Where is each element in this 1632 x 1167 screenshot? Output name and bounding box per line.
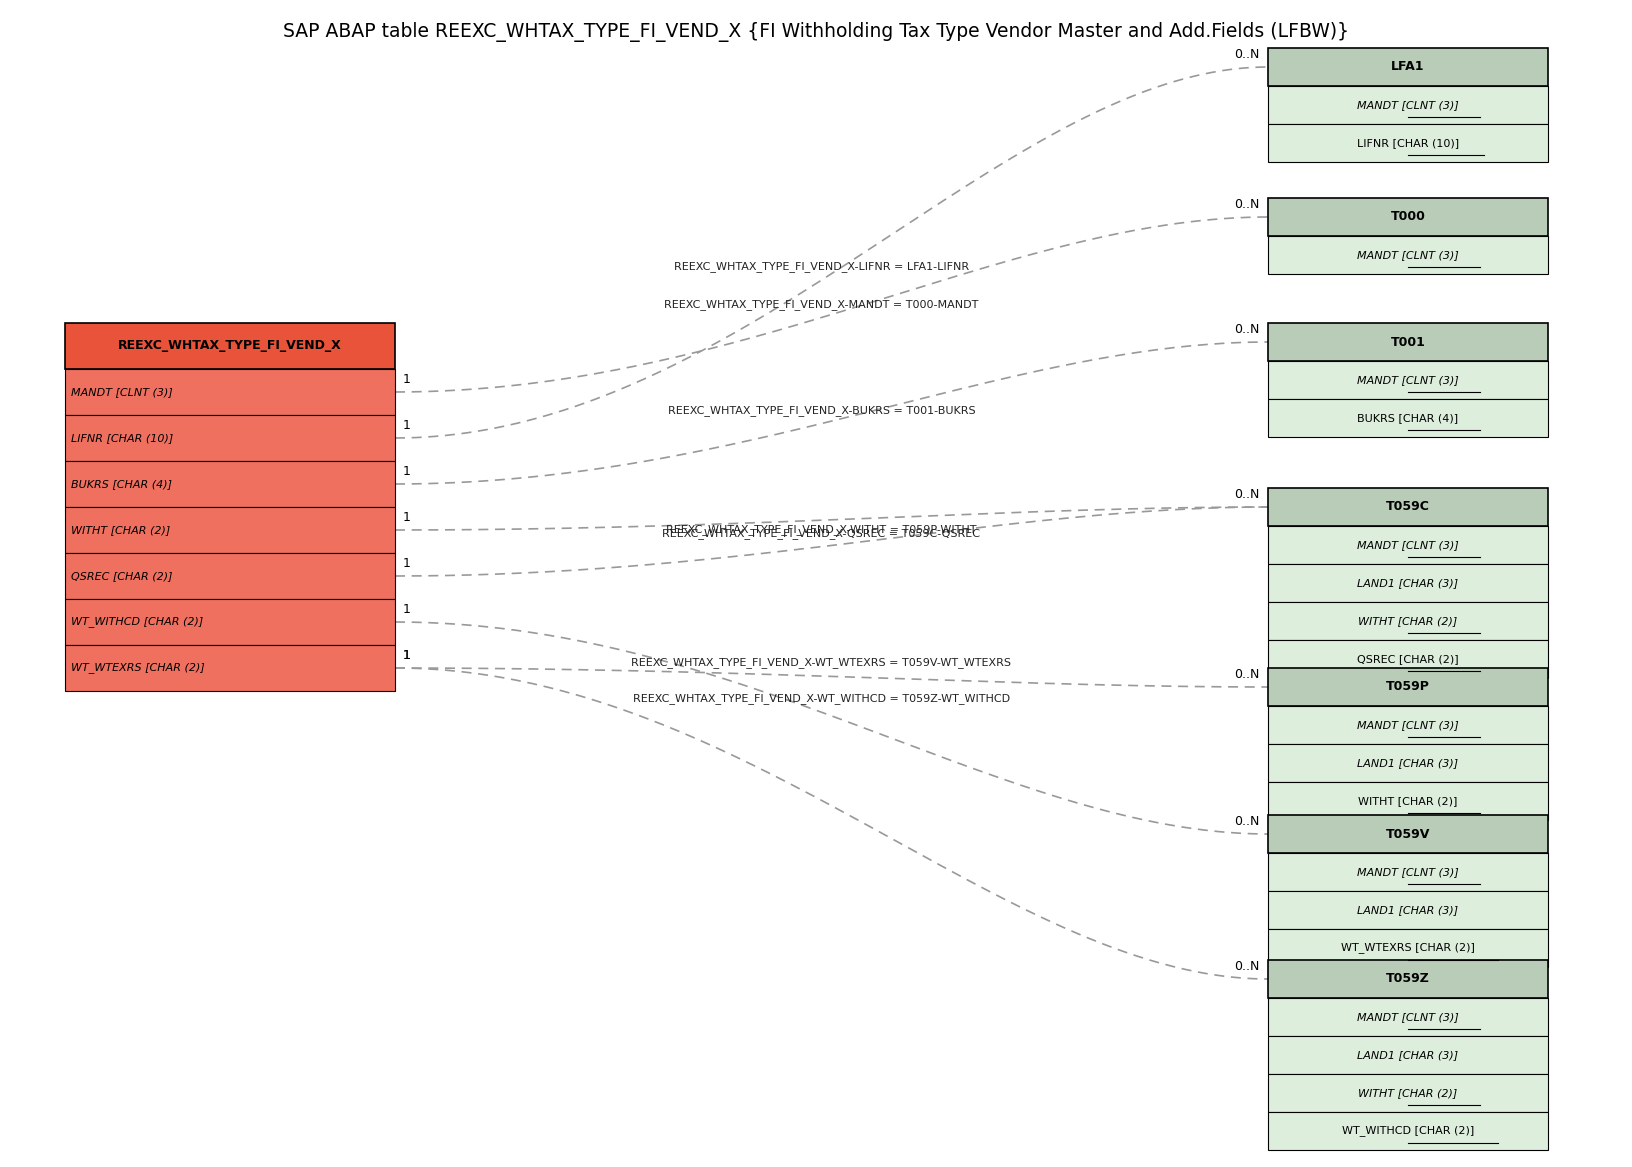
Text: 0..N: 0..N [1234,815,1260,829]
Bar [1266,640,1547,678]
Bar [1266,399,1547,436]
Text: T059Z: T059Z [1386,972,1430,985]
Bar [1266,1036,1547,1074]
Bar [1266,960,1547,998]
Text: 1: 1 [403,557,411,569]
Text: 0..N: 0..N [1234,668,1260,682]
Text: 1: 1 [403,603,411,616]
Text: 1: 1 [403,511,411,524]
Text: WITHT [CHAR (2)]: WITHT [CHAR (2)] [70,525,170,534]
Bar [1266,86,1547,124]
Bar [1266,323,1547,361]
Bar [1266,361,1547,399]
Text: 1: 1 [403,419,411,432]
Text: MANDT [CLNT (3)]: MANDT [CLNT (3)] [1356,1012,1457,1022]
Text: LIFNR [CHAR (10)]: LIFNR [CHAR (10)] [70,433,173,443]
Bar [1266,236,1547,274]
Text: LAND1 [CHAR (3)]: LAND1 [CHAR (3)] [1356,578,1457,588]
Text: T059V: T059V [1386,827,1430,840]
Text: MANDT [CLNT (3)]: MANDT [CLNT (3)] [70,387,173,397]
Text: 1: 1 [403,649,411,662]
Text: 0..N: 0..N [1234,323,1260,336]
Text: REEXC_WHTAX_TYPE_FI_VEND_X-WT_WTEXRS = T059V-WT_WTEXRS: REEXC_WHTAX_TYPE_FI_VEND_X-WT_WTEXRS = T… [632,657,1010,668]
Text: WITHT [CHAR (2)]: WITHT [CHAR (2)] [1358,796,1457,806]
Text: MANDT [CLNT (3)]: MANDT [CLNT (3)] [1356,100,1457,110]
Text: T000: T000 [1390,210,1425,224]
Text: LAND1 [CHAR (3)]: LAND1 [CHAR (3)] [1356,759,1457,768]
Text: REEXC_WHTAX_TYPE_FI_VEND_X-WITHT = T059P-WITHT: REEXC_WHTAX_TYPE_FI_VEND_X-WITHT = T059P… [666,524,976,536]
Bar [1266,48,1547,86]
Text: WT_WITHCD [CHAR (2)]: WT_WITHCD [CHAR (2)] [70,616,202,628]
Bar [1266,890,1547,929]
Bar [1266,1112,1547,1149]
Bar [1266,668,1547,706]
Text: 0..N: 0..N [1234,488,1260,501]
Bar [65,415,395,461]
Text: REEXC_WHTAX_TYPE_FI_VEND_X-MANDT = T000-MANDT: REEXC_WHTAX_TYPE_FI_VEND_X-MANDT = T000-… [664,299,978,309]
Bar [1266,745,1547,782]
Text: LAND1 [CHAR (3)]: LAND1 [CHAR (3)] [1356,904,1457,915]
Bar [1266,488,1547,526]
Text: 0..N: 0..N [1234,198,1260,211]
Bar [1266,1074,1547,1112]
Text: 1: 1 [403,649,411,662]
Bar [65,461,395,506]
Bar [1266,929,1547,967]
Text: REEXC_WHTAX_TYPE_FI_VEND_X-BUKRS = T001-BUKRS: REEXC_WHTAX_TYPE_FI_VEND_X-BUKRS = T001-… [667,405,974,415]
Bar [1266,706,1547,745]
Text: WT_WTEXRS [CHAR (2)]: WT_WTEXRS [CHAR (2)] [1340,943,1474,953]
Text: 1: 1 [403,373,411,386]
Text: LAND1 [CHAR (3)]: LAND1 [CHAR (3)] [1356,1050,1457,1060]
Bar [1266,602,1547,640]
Text: REEXC_WHTAX_TYPE_FI_VEND_X-WT_WITHCD = T059Z-WT_WITHCD: REEXC_WHTAX_TYPE_FI_VEND_X-WT_WITHCD = T… [632,693,1009,704]
Text: T059P: T059P [1386,680,1430,693]
Bar [1266,853,1547,890]
Bar [65,599,395,645]
Bar [65,506,395,553]
Bar [65,553,395,599]
Text: MANDT [CLNT (3)]: MANDT [CLNT (3)] [1356,540,1457,550]
Text: REEXC_WHTAX_TYPE_FI_VEND_X-QSREC = T059C-QSREC: REEXC_WHTAX_TYPE_FI_VEND_X-QSREC = T059C… [663,527,979,539]
Text: 0..N: 0..N [1234,48,1260,61]
Bar [65,645,395,691]
Text: SAP ABAP table REEXC_WHTAX_TYPE_FI_VEND_X {FI Withholding Tax Type Vendor Master: SAP ABAP table REEXC_WHTAX_TYPE_FI_VEND_… [284,22,1348,42]
Text: LIFNR [CHAR (10)]: LIFNR [CHAR (10)] [1356,138,1457,148]
Bar [1266,526,1547,564]
Bar [1266,998,1547,1036]
Bar [65,369,395,415]
Text: QSREC [CHAR (2)]: QSREC [CHAR (2)] [1356,654,1457,664]
Bar [1266,782,1547,820]
Text: MANDT [CLNT (3)]: MANDT [CLNT (3)] [1356,250,1457,260]
Text: WT_WITHCD [CHAR (2)]: WT_WITHCD [CHAR (2)] [1342,1125,1474,1137]
Bar [1266,564,1547,602]
Text: T059C: T059C [1386,501,1430,513]
Text: BUKRS [CHAR (4)]: BUKRS [CHAR (4)] [70,478,171,489]
Text: REEXC_WHTAX_TYPE_FI_VEND_X-LIFNR = LFA1-LIFNR: REEXC_WHTAX_TYPE_FI_VEND_X-LIFNR = LFA1-… [674,261,968,272]
Bar [1266,198,1547,236]
Text: WITHT [CHAR (2)]: WITHT [CHAR (2)] [1358,616,1457,626]
Text: MANDT [CLNT (3)]: MANDT [CLNT (3)] [1356,375,1457,385]
Text: WITHT [CHAR (2)]: WITHT [CHAR (2)] [1358,1088,1457,1098]
Text: 0..N: 0..N [1234,960,1260,973]
Bar [1266,815,1547,853]
Text: BUKRS [CHAR (4)]: BUKRS [CHAR (4)] [1356,413,1457,422]
Text: REEXC_WHTAX_TYPE_FI_VEND_X: REEXC_WHTAX_TYPE_FI_VEND_X [118,340,341,352]
Text: T001: T001 [1390,335,1425,349]
Text: MANDT [CLNT (3)]: MANDT [CLNT (3)] [1356,867,1457,876]
Text: LFA1: LFA1 [1390,61,1423,74]
Text: MANDT [CLNT (3)]: MANDT [CLNT (3)] [1356,720,1457,731]
Bar [65,323,395,369]
Text: QSREC [CHAR (2)]: QSREC [CHAR (2)] [70,571,173,581]
Text: WT_WTEXRS [CHAR (2)]: WT_WTEXRS [CHAR (2)] [70,663,204,673]
Bar [1266,124,1547,162]
Text: 1: 1 [403,464,411,478]
